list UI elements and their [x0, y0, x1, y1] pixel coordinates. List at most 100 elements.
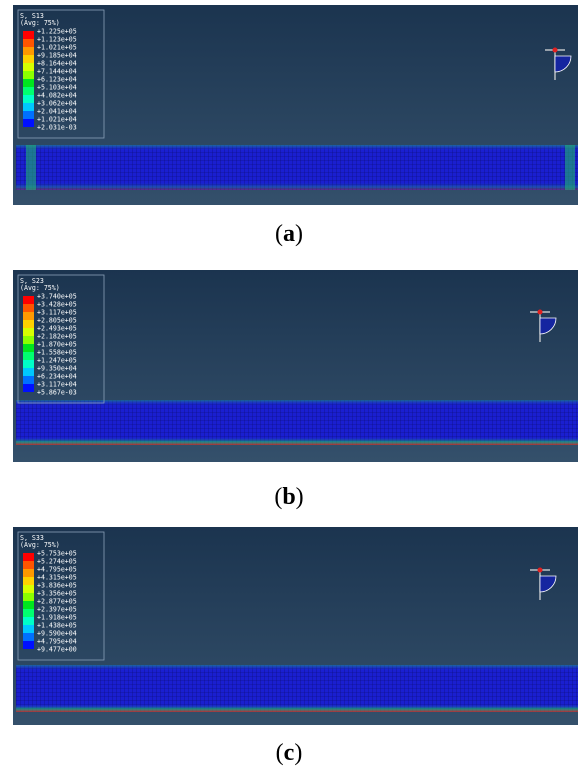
legend-value: +4.315e+05 [37, 574, 77, 582]
legend-swatch [23, 577, 34, 585]
legend-swatch [23, 320, 34, 328]
legend-value: +5.103e+04 [37, 84, 77, 92]
legend-value: +1.438e+05 [37, 622, 77, 630]
legend-value: +2.397e+05 [37, 606, 77, 614]
beam-end [565, 145, 575, 190]
legend-value: +9.185e+04 [37, 52, 77, 60]
panel: S, S23(Avg: 75%)+3.740e+05+3.428e+05+3.1… [13, 270, 578, 510]
legend-value: +7.144e+04 [37, 68, 77, 76]
legend-value: +2.031e-03 [37, 124, 77, 132]
caption-part: ) [296, 484, 304, 510]
legend-swatch [23, 352, 34, 360]
caption-part: ) [294, 740, 302, 766]
legend-value: +2.493e+05 [37, 325, 77, 333]
legend-value: +1.123e+05 [37, 36, 77, 44]
legend-swatch [23, 47, 34, 55]
beam-end [26, 145, 36, 190]
legend-value: +1.247e+05 [37, 357, 77, 365]
legend-swatch [23, 360, 34, 368]
legend-subtitle: (Avg: 75%) [20, 541, 60, 549]
triad [553, 48, 558, 53]
caption-part: ) [295, 221, 303, 247]
legend-value: +2.805e+05 [37, 317, 77, 325]
legend-value: +5.274e+05 [37, 558, 77, 566]
beam-edge [16, 437, 578, 445]
legend-swatch [23, 585, 34, 593]
beam-edge [16, 665, 578, 671]
legend-swatch [23, 368, 34, 376]
legend-subtitle: (Avg: 75%) [20, 19, 60, 27]
figure: S, S13(Avg: 75%)+1.225e+05+1.123e+05+1.0… [0, 0, 578, 776]
legend-value: +8.164e+04 [37, 60, 77, 68]
legend-swatch [23, 617, 34, 625]
legend-swatch [23, 344, 34, 352]
legend-value: +4.795e+05 [37, 566, 77, 574]
legend-swatch [23, 328, 34, 336]
caption: (a) [275, 221, 303, 247]
caption-part: c [284, 740, 295, 766]
caption-part: ( [275, 221, 283, 247]
legend-value: +5.753e+05 [37, 550, 77, 558]
panel: S, S33(Avg: 75%)+5.753e+05+5.274e+05+4.7… [13, 527, 578, 766]
legend-value: +1.918e+05 [37, 614, 77, 622]
beam-edge [16, 182, 578, 190]
legend-swatch [23, 336, 34, 344]
legend-value: +3.062e+04 [37, 100, 77, 108]
panel: S, S13(Avg: 75%)+1.225e+05+1.123e+05+1.0… [13, 5, 578, 247]
legend-value: +6.123e+04 [37, 76, 77, 84]
legend-value: +1.225e+05 [37, 28, 77, 36]
legend-swatch [23, 601, 34, 609]
legend-value: +1.021e+05 [37, 44, 77, 52]
legend-swatch [23, 79, 34, 87]
legend-value: +3.740e+05 [37, 293, 77, 301]
caption-part: ( [274, 484, 282, 510]
legend-swatch [23, 376, 34, 384]
legend-swatch [23, 593, 34, 601]
legend-swatch [23, 304, 34, 312]
page: {"panels": [ {"legend": {"title": "S, S1… [0, 0, 578, 776]
legend-swatch [23, 609, 34, 617]
legend-swatch [23, 39, 34, 47]
legend-value: +3.117e+04 [37, 381, 77, 389]
caption-part: ( [276, 740, 284, 766]
legend-swatch [23, 384, 34, 392]
legend-value: +3.836e+05 [37, 582, 77, 590]
legend-swatch [23, 111, 34, 119]
legend-value: +2.877e+05 [37, 598, 77, 606]
legend-swatch [23, 31, 34, 39]
legend-value: +3.428e+05 [37, 301, 77, 309]
legend-swatch [23, 103, 34, 111]
legend-swatch [23, 55, 34, 63]
legend-value: +2.041e+04 [37, 108, 77, 116]
beam-edge [16, 704, 578, 712]
legend-swatch [23, 296, 34, 304]
legend-swatch [23, 119, 34, 127]
legend-value: +3.117e+05 [37, 309, 77, 317]
legend-value: +9.477e+00 [37, 646, 77, 654]
caption: (b) [274, 484, 303, 510]
legend-subtitle: (Avg: 75%) [20, 284, 60, 292]
legend-value: +9.590e+04 [37, 630, 77, 638]
legend-swatch [23, 312, 34, 320]
legend-swatch [23, 641, 34, 649]
triad [538, 310, 543, 315]
legend-swatch [23, 625, 34, 633]
legend-value: +1.021e+04 [37, 116, 77, 124]
legend-value: +3.356e+05 [37, 590, 77, 598]
legend-swatch [23, 553, 34, 561]
legend-value: +5.867e-03 [37, 389, 77, 397]
legend-value: +1.870e+05 [37, 341, 77, 349]
legend-value: +2.182e+05 [37, 333, 77, 341]
beam-edge [16, 145, 578, 151]
legend-value: +4.082e+04 [37, 92, 77, 100]
legend-value: +6.234e+04 [37, 373, 77, 381]
legend-swatch [23, 63, 34, 71]
legend-swatch [23, 569, 34, 577]
legend-swatch [23, 87, 34, 95]
legend-value: +9.350e+04 [37, 365, 77, 373]
legend-swatch [23, 95, 34, 103]
legend-swatch [23, 71, 34, 79]
legend-swatch [23, 561, 34, 569]
caption-part: b [282, 484, 295, 510]
caption-part: a [283, 221, 295, 247]
